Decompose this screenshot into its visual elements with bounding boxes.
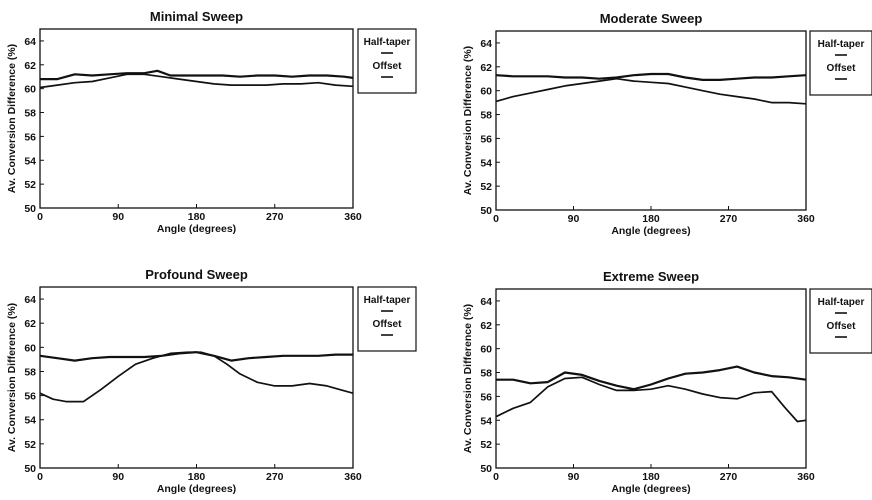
y-tick-label: 54 xyxy=(480,415,492,427)
y-tick-label: 50 xyxy=(480,463,492,475)
legend-label: Half-taper xyxy=(818,39,865,50)
x-tick-label: 180 xyxy=(642,213,660,225)
series-line-half-taper xyxy=(495,72,807,82)
y-tick-label: 50 xyxy=(24,463,36,475)
y-tick-label: 64 xyxy=(480,38,492,50)
y-tick-label: 64 xyxy=(24,36,36,48)
y-tick-label: 60 xyxy=(24,342,36,354)
y-axis-label: Av. Conversion Difference (%) xyxy=(6,44,18,193)
y-tick-label: 58 xyxy=(24,366,36,378)
x-tick-label: 360 xyxy=(344,211,362,223)
series-line-half-taper xyxy=(39,351,353,362)
y-tick-label: 64 xyxy=(480,296,492,308)
y-axis-label: Av. Conversion Difference (%) xyxy=(462,304,474,453)
y-axis-label: Av. Conversion Difference (%) xyxy=(6,303,18,452)
x-tick-label: 180 xyxy=(642,471,660,483)
x-axis-label: Angle (degrees) xyxy=(611,225,690,237)
x-tick-label: 180 xyxy=(188,211,206,223)
plot-area xyxy=(39,28,354,209)
x-tick-label: 270 xyxy=(266,471,284,483)
chart-panel-1: Minimal Sweep 50 52 54 56 58 60 62 64 0 90 180 270 36… xyxy=(6,9,417,235)
y-tick-label: 60 xyxy=(480,344,492,356)
y-tick-label: 58 xyxy=(24,108,36,120)
y-tick-label: 62 xyxy=(24,60,36,72)
legend-box xyxy=(357,28,417,94)
legend-label: Offset xyxy=(827,321,857,332)
x-tick-label: 180 xyxy=(188,471,206,483)
series-line-offset xyxy=(39,73,354,89)
chart-title: Moderate Sweep xyxy=(600,11,703,26)
y-tick-label: 56 xyxy=(24,131,36,143)
series-line-half-taper xyxy=(496,365,807,391)
series-line-half-taper xyxy=(40,69,354,81)
y-tick-label: 56 xyxy=(480,133,492,145)
chart-title: Minimal Sweep xyxy=(150,9,243,24)
plot-area xyxy=(39,286,354,469)
x-tick-label: 0 xyxy=(37,211,43,223)
y-tick-label: 52 xyxy=(24,439,36,451)
x-tick-label: 360 xyxy=(797,213,815,225)
legend-label: Half-taper xyxy=(818,297,865,308)
chart-title: Profound Sweep xyxy=(145,267,248,282)
series-line-offset xyxy=(495,77,807,105)
chart-panel-2: Moderate Sweep 50 52 54 56 58 60 62 64 0 90 180 270 3… xyxy=(462,11,872,237)
series-line-offset xyxy=(495,376,807,423)
y-tick-label: 54 xyxy=(24,415,36,427)
legend-box xyxy=(357,286,417,352)
x-tick-label: 360 xyxy=(797,471,815,483)
x-tick-label: 270 xyxy=(720,213,738,225)
legend-label: Half-taper xyxy=(364,37,411,48)
chart-title: Extreme Sweep xyxy=(603,269,699,284)
x-tick-label: 0 xyxy=(37,471,43,483)
legend-label: Offset xyxy=(827,63,857,74)
legend-box xyxy=(809,288,872,354)
y-tick-label: 56 xyxy=(480,391,492,403)
y-tick-label: 52 xyxy=(24,179,36,191)
y-tick-label: 56 xyxy=(24,391,36,403)
chart-panel-4: Extreme Sweep 50 52 54 56 58 60 62 64 0 90 180 270 36… xyxy=(462,269,872,495)
x-tick-label: 360 xyxy=(344,471,362,483)
y-tick-label: 52 xyxy=(480,439,492,451)
x-axis-label: Angle (degrees) xyxy=(157,223,236,235)
y-tick-label: 58 xyxy=(480,368,492,380)
y-tick-label: 54 xyxy=(480,157,492,169)
x-tick-label: 90 xyxy=(112,471,124,483)
legend-box xyxy=(809,30,872,96)
y-tick-label: 60 xyxy=(24,84,36,96)
y-axis-label: Av. Conversion Difference (%) xyxy=(462,46,474,195)
x-tick-label: 90 xyxy=(112,211,124,223)
plot-area xyxy=(495,288,807,469)
y-tick-label: 58 xyxy=(480,110,492,122)
legend-label: Offset xyxy=(373,61,403,72)
x-axis-label: Angle (degrees) xyxy=(611,483,690,495)
y-tick-label: 64 xyxy=(24,294,36,306)
chart-panel-3: Profound Sweep 50 52 54 56 58 60 62 64 0 90 180 270 3… xyxy=(6,267,417,495)
x-axis-label: Angle (degrees) xyxy=(157,483,236,495)
series-line-offset xyxy=(39,351,354,403)
x-tick-label: 0 xyxy=(493,213,499,225)
y-tick-label: 60 xyxy=(480,86,492,98)
x-tick-label: 90 xyxy=(568,471,580,483)
y-tick-label: 62 xyxy=(24,318,36,330)
y-tick-label: 54 xyxy=(24,155,36,167)
y-tick-label: 50 xyxy=(480,205,492,217)
y-tick-label: 50 xyxy=(24,203,36,215)
x-tick-label: 270 xyxy=(720,471,738,483)
x-tick-label: 0 xyxy=(493,471,499,483)
y-tick-label: 52 xyxy=(480,181,492,193)
plot-area xyxy=(495,30,807,211)
legend-label: Offset xyxy=(373,319,403,330)
x-tick-label: 90 xyxy=(568,213,580,225)
y-tick-label: 62 xyxy=(480,62,492,74)
x-tick-label: 270 xyxy=(266,211,284,223)
legend-label: Half-taper xyxy=(364,295,411,306)
y-tick-label: 62 xyxy=(480,320,492,332)
